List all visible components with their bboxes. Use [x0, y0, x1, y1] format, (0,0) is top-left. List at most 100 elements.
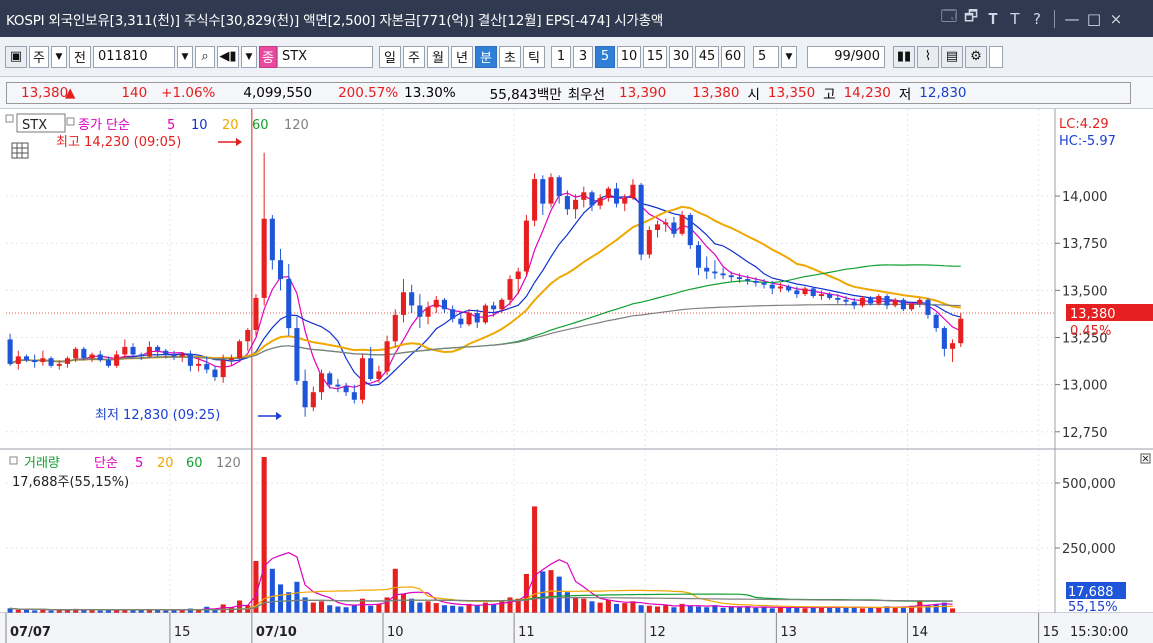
volume-bar — [810, 607, 816, 613]
quote-high: 14,230 — [843, 84, 891, 101]
market-select[interactable]: 전 — [69, 45, 91, 68]
interval-button[interactable]: 30 — [668, 45, 693, 68]
interval-button[interactable]: 10 — [616, 45, 641, 68]
legend-symbol-box[interactable] — [16, 113, 66, 133]
x-axis-band — [0, 613, 1153, 643]
search-icon[interactable]: ⌕ — [195, 45, 215, 68]
settings-gear-icon[interactable]: ⚙ — [964, 45, 987, 68]
volume-bar — [335, 606, 341, 613]
volume-bar — [728, 606, 734, 613]
legend-ma-20: 20 — [222, 118, 239, 133]
stock-code-input[interactable]: 011810 — [93, 45, 175, 68]
period-button[interactable]: 월 — [426, 45, 449, 68]
count-input[interactable]: 99/900 — [806, 45, 885, 68]
font-icon[interactable]: T — [1010, 9, 1020, 28]
candle-body — [892, 299, 898, 306]
type-dropdown-icon[interactable]: ▼ — [51, 45, 67, 68]
indicator-icon[interactable]: ⌇ — [916, 45, 939, 68]
hc-label: HC:-5.97 — [1059, 134, 1116, 149]
legend-ma-10: 10 — [191, 118, 208, 133]
volume-bar — [163, 610, 169, 613]
close-icon[interactable]: × — [1109, 9, 1123, 28]
legend-ma-60: 60 — [252, 118, 269, 133]
interval-dropdown-icon[interactable]: ▼ — [780, 45, 797, 68]
volume-bar — [695, 606, 702, 613]
interval-value-select[interactable]: 5 — [752, 45, 779, 68]
speaker-icon[interactable]: ◀▮ — [217, 45, 239, 68]
volume-bar — [15, 609, 21, 613]
interval-button[interactable]: 60 — [720, 45, 745, 68]
volume-legend-ma-120: 120 — [216, 456, 241, 471]
period-button[interactable]: 분 — [474, 45, 497, 68]
maximize-icon[interactable]: □ — [1086, 9, 1102, 28]
candle-body — [228, 358, 234, 361]
candle-body — [802, 288, 808, 295]
volume-panel-close-icon[interactable] — [1140, 453, 1151, 464]
period-button[interactable]: 틱 — [522, 45, 545, 68]
period-button[interactable]: 일 — [378, 45, 401, 68]
interval-button[interactable]: 3 — [572, 45, 593, 68]
interval-button[interactable]: 5 — [594, 45, 615, 68]
save-icon[interactable]: ▤ — [940, 45, 963, 68]
candle-body — [794, 290, 800, 295]
type-select[interactable]: 주 — [29, 45, 49, 68]
volume-legend-name: 거래량 — [24, 456, 60, 471]
code-dropdown-icon[interactable]: ▼ — [177, 45, 193, 68]
candle-body — [745, 279, 751, 281]
stock-chart[interactable]: 14,000 13,750 13,500 13,250 13,000 12,750 500,… — [0, 109, 1153, 643]
checkbox-icon[interactable] — [988, 45, 1003, 68]
candle-body — [581, 192, 587, 200]
interval-button[interactable]: 1 — [550, 45, 571, 68]
candle-body — [7, 339, 13, 364]
candle-body — [597, 197, 603, 206]
candle-body — [663, 222, 669, 225]
volume-bar — [950, 608, 956, 613]
window-layout-icon[interactable]: 🗔 — [940, 7, 958, 25]
candle-body — [573, 199, 579, 210]
time-tick-label: 07/07 — [10, 625, 51, 640]
window-restore-icon[interactable]: 🗗 — [963, 7, 979, 25]
chart-axes: 14,000 13,750 13,500 13,250 13,000 12,750 500,… — [0, 109, 1153, 643]
volume-bar — [794, 606, 800, 613]
quote-direction-icon: ▲ — [65, 84, 76, 101]
candle-body — [564, 196, 570, 210]
grid-toggle-icon[interactable] — [11, 142, 29, 159]
quote-volume-ratio: 200.57% — [338, 84, 399, 101]
interval-button[interactable]: 45 — [694, 45, 719, 68]
help-icon[interactable]: ? — [1033, 9, 1041, 28]
quote-price: 13,380 — [21, 84, 69, 101]
candle-body — [868, 297, 874, 304]
period-button[interactable]: 년 — [450, 45, 473, 68]
interval-button[interactable]: 15 — [642, 45, 667, 68]
candle-body — [704, 267, 710, 272]
candle-body — [556, 177, 562, 197]
minimize-icon[interactable]: — — [1064, 9, 1080, 28]
volume-bar — [933, 603, 939, 613]
period-button[interactable]: 주 — [402, 45, 425, 68]
candle-body — [884, 296, 890, 306]
volume-bar — [138, 609, 144, 613]
low-annotation: 최저 12,830 (09:25) — [95, 408, 220, 423]
legend-ma-title: 종가 단순 — [78, 118, 130, 133]
volume-bar — [286, 592, 292, 613]
volume-bar — [228, 607, 234, 613]
candle-body — [335, 384, 341, 387]
volume-ma-line — [10, 597, 953, 611]
candle-body — [327, 373, 333, 385]
candle-body — [818, 294, 824, 297]
volume-bar — [745, 606, 751, 613]
period-button[interactable]: 초 — [498, 45, 521, 68]
volume-bar — [376, 603, 382, 613]
stock-name-field[interactable]: STX — [276, 45, 373, 68]
chart-menu-icon[interactable]: ▣ — [5, 45, 27, 68]
volume-tick-label: 500,000 — [1062, 477, 1116, 492]
candle-body — [376, 371, 382, 379]
chart-type-icon[interactable]: ▮▮ — [892, 45, 915, 68]
volume-bar — [237, 600, 243, 613]
speaker-dropdown-icon[interactable]: ▼ — [241, 45, 257, 68]
volume-bar — [384, 597, 390, 613]
current-volume-pct-label: 55,15% — [1068, 600, 1118, 615]
candle-body — [146, 346, 152, 357]
quote-best-label: 최우선 — [567, 86, 605, 103]
pin-icon[interactable]: 𝐓 — [988, 9, 998, 28]
